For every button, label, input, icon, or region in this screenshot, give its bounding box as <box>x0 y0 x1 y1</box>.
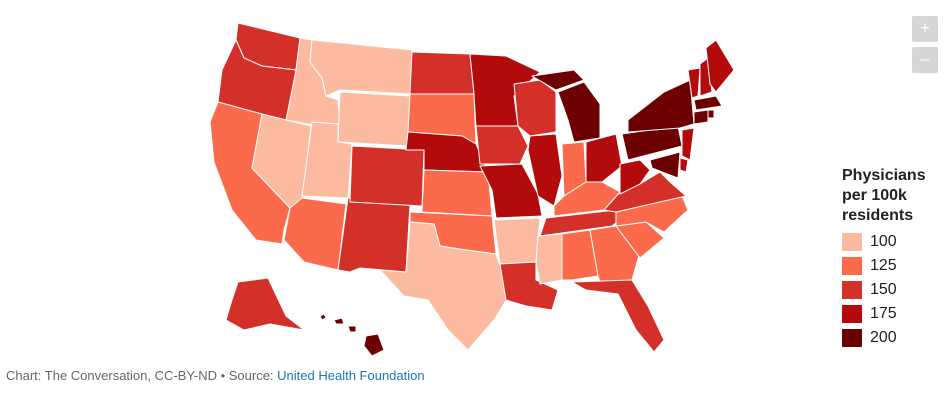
legend-item: 150 <box>842 278 946 302</box>
state-nm[interactable] <box>337 197 411 273</box>
state-hi[interactable] <box>319 313 385 357</box>
state-ms[interactable] <box>535 233 563 285</box>
state-ak[interactable] <box>225 277 305 331</box>
legend-title-line: per 100k <box>842 187 907 204</box>
legend-label: 150 <box>870 281 897 298</box>
legend-label: 100 <box>870 233 897 250</box>
legend-items: 100 125 150 175 200 <box>842 230 946 350</box>
state-mo[interactable] <box>479 163 543 219</box>
state-nj[interactable] <box>681 127 695 161</box>
state-de[interactable] <box>679 157 689 173</box>
state-wv[interactable] <box>619 159 651 195</box>
state-me[interactable] <box>705 39 735 93</box>
legend-swatch <box>842 257 862 275</box>
legend-label: 125 <box>870 257 897 274</box>
state-ri[interactable] <box>707 109 715 119</box>
state-ia[interactable] <box>475 125 529 165</box>
state-ks[interactable] <box>421 169 493 217</box>
legend-swatch <box>842 281 862 299</box>
state-mt[interactable] <box>309 39 413 97</box>
state-mn[interactable] <box>469 53 541 129</box>
legend-item: 125 <box>842 254 946 278</box>
legend-title: Physicians per 100k residents <box>842 166 946 226</box>
legend-title-line: residents <box>842 207 914 224</box>
zoom-in-button[interactable]: + <box>912 16 938 42</box>
legend-label: 175 <box>870 305 897 322</box>
state-co[interactable] <box>349 145 425 207</box>
us-choropleth-map[interactable] <box>205 8 735 368</box>
state-ct[interactable] <box>693 109 709 125</box>
state-fl[interactable] <box>571 279 665 353</box>
state-ut[interactable] <box>301 121 353 199</box>
credit-text: Chart: The Conversation, CC-BY-ND • Sour… <box>6 368 278 383</box>
state-nd[interactable] <box>409 51 475 95</box>
legend-title-line: Physicians <box>842 167 926 184</box>
state-ar[interactable] <box>493 217 541 265</box>
state-oh[interactable] <box>585 133 623 183</box>
zoom-out-button[interactable]: – <box>912 47 938 73</box>
legend-item: 200 <box>842 326 946 350</box>
state-la[interactable] <box>499 261 559 311</box>
legend: Physicians per 100k residents 100 125 150 1… <box>842 166 946 350</box>
legend-swatch <box>842 233 862 251</box>
state-ny[interactable] <box>627 79 695 133</box>
legend-item: 175 <box>842 302 946 326</box>
chart-credit: Chart: The Conversation, CC-BY-ND • Sour… <box>6 368 425 383</box>
state-az[interactable] <box>283 197 347 271</box>
state-al[interactable] <box>561 229 599 281</box>
legend-swatch <box>842 329 862 347</box>
state-md[interactable] <box>649 151 681 179</box>
state-wy[interactable] <box>337 91 411 147</box>
state-vt[interactable] <box>687 67 701 99</box>
source-link[interactable]: United Health Foundation <box>277 368 425 383</box>
state-ma[interactable] <box>693 95 723 111</box>
state-ky[interactable] <box>553 181 621 217</box>
map-svg[interactable] <box>205 8 735 368</box>
legend-swatch <box>842 305 862 323</box>
state-wi[interactable] <box>513 79 557 137</box>
legend-label: 200 <box>870 329 897 346</box>
state-tx[interactable] <box>379 221 511 351</box>
legend-item: 100 <box>842 230 946 254</box>
